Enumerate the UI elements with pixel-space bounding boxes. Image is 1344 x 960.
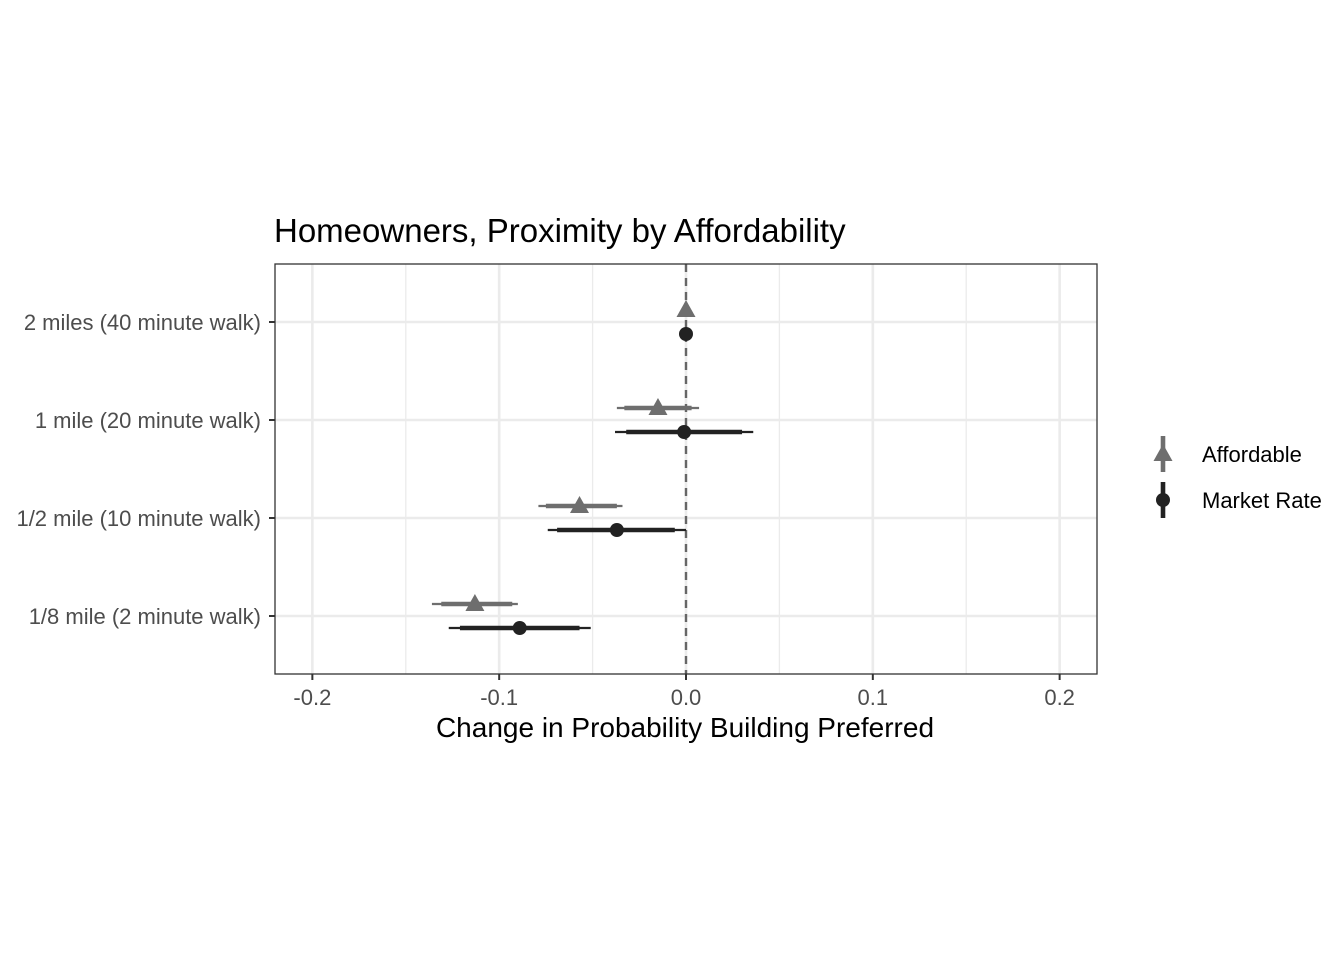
- x-axis: -0.2 -0.1 0.0 0.1 0.2: [293, 674, 1075, 710]
- chart-title: Homeowners, Proximity by Affordability: [274, 212, 846, 249]
- point-triangle: [648, 398, 668, 415]
- legend-label: Affordable: [1202, 442, 1302, 467]
- x-tick-label: -0.1: [480, 685, 518, 710]
- point-triangle: [570, 496, 590, 513]
- y-axis: 2 miles (40 minute walk) 1 mile (20 minut…: [16, 310, 275, 629]
- x-tick-label: 0.2: [1044, 685, 1075, 710]
- y-tick-label: 1 mile (20 minute walk): [35, 408, 261, 433]
- panel-border: [274, 263, 1098, 675]
- point-triangle: [465, 594, 485, 611]
- legend-key-triangle: [1153, 444, 1173, 461]
- legend: Affordable Market Rate: [1153, 436, 1322, 518]
- legend-label: Market Rate: [1202, 488, 1322, 513]
- point-triangle: [676, 300, 696, 317]
- y-tick-label: 1/8 mile (2 minute walk): [29, 604, 261, 629]
- x-tick-label: 0.0: [671, 685, 702, 710]
- y-tick-label: 2 miles (40 minute walk): [24, 310, 261, 335]
- x-axis-label: Change in Probability Building Preferred: [436, 712, 934, 743]
- point-circle: [677, 425, 692, 439]
- point-circle: [679, 327, 693, 341]
- point-circle: [512, 621, 527, 635]
- y-tick-label: 1/2 mile (10 minute walk): [16, 506, 261, 531]
- x-tick-label: 0.1: [858, 685, 889, 710]
- legend-item: Affordable: [1153, 436, 1302, 472]
- legend-key-circle: [1156, 493, 1170, 507]
- point-circle: [609, 523, 624, 537]
- x-tick-label: -0.2: [293, 685, 331, 710]
- legend-item: Market Rate: [1156, 482, 1322, 518]
- data-marks: [431, 300, 754, 635]
